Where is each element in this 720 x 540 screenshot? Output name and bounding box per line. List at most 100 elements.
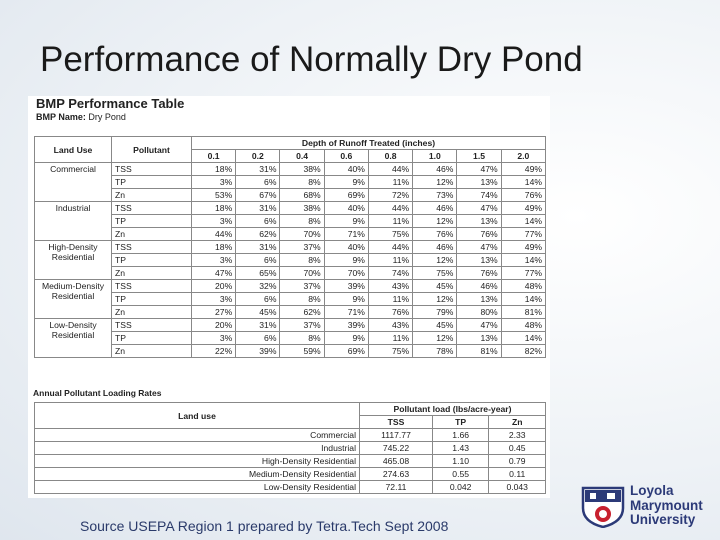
value-cell: 69%: [323, 344, 369, 358]
value-cell: 1.43: [431, 441, 490, 455]
pollutant-cell: TSS: [111, 318, 192, 332]
value-cell: 45%: [412, 318, 458, 332]
pollutant-cell: Zn: [111, 227, 192, 241]
pollutant-cell: TP: [111, 331, 192, 345]
value-cell: 8%: [279, 292, 325, 306]
value-cell: 3%: [190, 331, 237, 345]
land-use-cell: High-Density Residential: [34, 240, 112, 280]
value-cell: 13%: [456, 292, 502, 306]
value-cell: 8%: [279, 214, 325, 228]
value-cell: 39%: [323, 318, 369, 332]
depth-header: 0.4: [279, 149, 325, 163]
value-cell: 78%: [412, 344, 458, 358]
value-cell: 745.22: [359, 441, 433, 455]
value-cell: 72.11: [359, 480, 433, 494]
value-cell: 48%: [500, 279, 547, 293]
value-cell: 12%: [412, 331, 458, 345]
value-cell: 49%: [500, 201, 547, 215]
value-cell: 70%: [279, 227, 325, 241]
value-cell: 6%: [235, 331, 281, 345]
land-use-cell: Low-Density Residential: [34, 480, 360, 494]
pollutant-cell: Zn: [111, 305, 192, 319]
value-cell: 37%: [279, 279, 325, 293]
value-cell: 465.08: [359, 454, 433, 468]
value-cell: 8%: [279, 331, 325, 345]
table-header-row: Land use Pollutant load (lbs/acre-year): [34, 402, 546, 429]
value-cell: 75%: [412, 266, 458, 280]
value-cell: 38%: [279, 201, 325, 215]
depth-header: 2.0: [500, 149, 547, 163]
table-row: TP 3% 6% 8% 9% 11% 12% 13% 14%: [35, 292, 547, 306]
header-depth: Depth of Runoff Treated (inches): [191, 136, 546, 150]
value-cell: 14%: [500, 292, 547, 306]
value-cell: 11%: [367, 292, 414, 306]
value-cell: 1117.77: [359, 428, 433, 442]
table-row: Low-Density Residential 72.11 0.042 0.043: [34, 480, 546, 494]
land-use-cell: Commercial: [34, 162, 112, 202]
value-cell: 47%: [456, 201, 502, 215]
depth-header: 0.2: [235, 149, 281, 163]
column-header: TSS: [359, 415, 433, 429]
column-header: TP: [431, 415, 490, 429]
value-cell: 3%: [190, 175, 237, 189]
value-cell: 79%: [412, 305, 458, 319]
header-pollutant-load: Pollutant load (lbs/acre-year): [359, 402, 546, 416]
table-row: Zn 53% 67% 68% 69% 72% 73% 74% 76%: [35, 188, 547, 202]
value-cell: 3%: [190, 214, 237, 228]
value-cell: 9%: [323, 214, 369, 228]
logo-line-3: University: [630, 512, 696, 527]
column-header-row: TSS TP Zn: [35, 415, 546, 429]
value-cell: 20%: [190, 318, 237, 332]
land-use-cell: Industrial: [34, 201, 112, 241]
value-cell: 14%: [500, 175, 547, 189]
value-cell: 1.66: [431, 428, 490, 442]
value-cell: 43%: [367, 279, 414, 293]
value-cell: 81%: [500, 305, 547, 319]
value-cell: 49%: [500, 162, 547, 176]
value-cell: 0.043: [488, 480, 546, 494]
value-cell: 1.10: [431, 454, 490, 468]
value-cell: 75%: [367, 344, 414, 358]
value-cell: 74%: [367, 266, 414, 280]
value-cell: 47%: [456, 240, 502, 254]
value-cell: 31%: [235, 318, 281, 332]
table-row: Zn 22% 39% 59% 69% 75% 78% 81% 82%: [35, 344, 547, 358]
performance-table: Land Use Pollutant Depth of Runoff Treated…: [34, 136, 547, 358]
pollutant-cell: Zn: [111, 266, 192, 280]
value-cell: 71%: [323, 227, 369, 241]
value-cell: 44%: [367, 162, 414, 176]
value-cell: 74%: [456, 188, 502, 202]
value-cell: 14%: [500, 253, 547, 267]
slide-title: Performance of Normally Dry Pond: [40, 40, 583, 79]
value-cell: 18%: [190, 162, 237, 176]
depth-header: 0.8: [367, 149, 414, 163]
table-header-row: Land Use Pollutant Depth of Runoff Treated…: [34, 136, 546, 163]
value-cell: 31%: [235, 201, 281, 215]
header-land-use: Land use: [34, 402, 360, 429]
value-cell: 3%: [190, 292, 237, 306]
pollutant-cell: TSS: [111, 240, 192, 254]
table-row: TP 3% 6% 8% 9% 11% 12% 13% 14%: [35, 253, 547, 267]
pollutant-cell: TP: [111, 292, 192, 306]
value-cell: 80%: [456, 305, 502, 319]
value-cell: 45%: [235, 305, 281, 319]
value-cell: 12%: [412, 214, 458, 228]
table-row: Low-Density Residential TSS 20% 31% 37% 39% 43…: [34, 318, 547, 358]
value-cell: 46%: [456, 279, 502, 293]
pollutant-cell: TP: [111, 253, 192, 267]
depth-header: 1.5: [456, 149, 502, 163]
value-cell: 11%: [367, 175, 414, 189]
value-cell: 70%: [279, 266, 325, 280]
value-cell: 37%: [279, 318, 325, 332]
logo-line-1: Loyola: [630, 483, 674, 498]
value-cell: 47%: [456, 318, 502, 332]
value-cell: 11%: [367, 214, 414, 228]
value-cell: 68%: [279, 188, 325, 202]
land-use-cell: Low-Density Residential: [34, 318, 112, 358]
value-cell: 13%: [456, 331, 502, 345]
value-cell: 13%: [456, 253, 502, 267]
land-use-cell: Medium-Density Residential: [34, 279, 112, 319]
source-caption: Source USEPA Region 1 prepared by Tetra.…: [80, 518, 449, 534]
value-cell: 9%: [323, 292, 369, 306]
value-cell: 46%: [412, 240, 458, 254]
